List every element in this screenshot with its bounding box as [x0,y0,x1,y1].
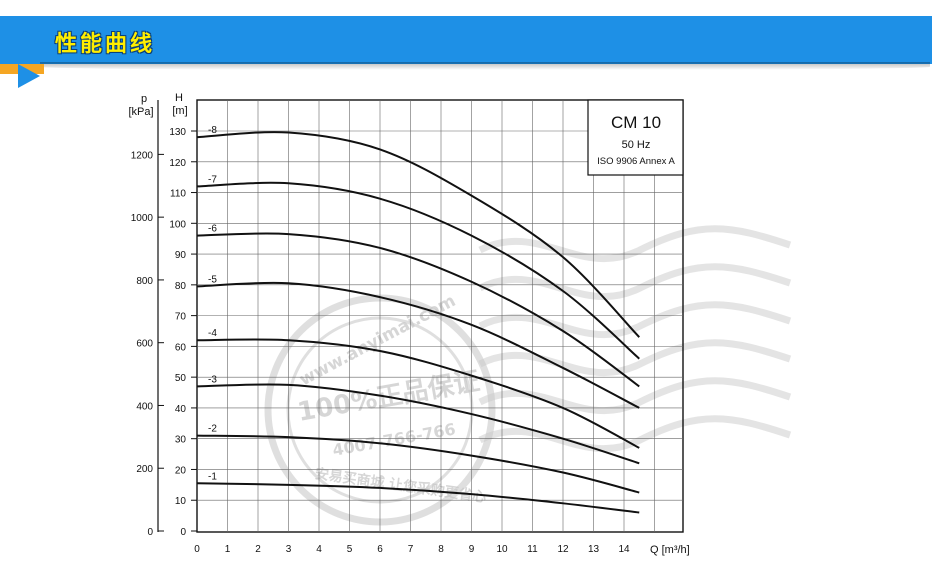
h-tick-label: 10 [175,496,187,507]
h-tick-label: 20 [175,465,187,476]
x-tick-label: 13 [588,544,600,555]
h-tick-label: 120 [169,158,186,169]
h-tick-label: 110 [170,189,186,200]
watermark-wave [478,339,792,377]
x-tick-label: 12 [557,544,569,555]
watermark-wave [478,225,792,263]
p-tick-label: 400 [136,401,153,412]
h-tick-label: 90 [175,250,187,261]
p-tick-label: 600 [136,339,153,350]
curve-stage-3 [196,383,640,465]
curve-label: -8 [208,125,217,136]
h-tick-label: 100 [169,219,186,230]
p-tick-label: 1000 [131,213,154,224]
page-title: 性能曲线 [55,32,156,57]
curve-stage-7 [196,181,640,360]
x-tick-label: 10 [496,544,508,555]
x-tick-label: 5 [347,544,353,555]
curve-stage-5 [196,281,640,409]
curve-label: -3 [208,374,217,385]
chart-curves: -1 -2 -3 -4 -5 -6 -7 -8 [196,125,640,514]
h-tick-label: 80 [175,281,187,292]
x-tick-label: 2 [255,544,261,555]
p-axis-unit: [kPa] [128,106,153,118]
watermark-wave [478,263,792,301]
legend-frequency: 50 Hz [622,139,651,151]
x-tick-label: 9 [469,544,475,555]
watermark-wave [478,301,792,339]
x-tick-label: 6 [377,544,383,555]
h-tick-label: 130 [169,127,186,138]
h-tick-label: 60 [175,342,187,353]
h-axis-unit: [m] [172,105,187,117]
p-tick-label: 1200 [131,150,154,161]
header-banner [0,16,932,64]
p-tick-label: 800 [136,276,153,287]
curve-stage-8 [196,131,640,338]
x-tick-label: 4 [316,544,322,555]
x-tick-label: 8 [438,544,444,555]
curve-label: -4 [208,328,217,339]
x-tick-label: 1 [225,544,231,555]
x-tick-label: 7 [408,544,414,555]
curve-label: -5 [208,274,217,285]
p-tick-label: 0 [147,527,153,538]
legend-model: CM 10 [611,113,661,132]
p-axis-symbol: p [141,93,147,105]
curve-label: -1 [208,471,217,482]
legend-frame [587,99,684,176]
x-tick-label: 0 [194,544,200,555]
x-tick-label: 3 [286,544,292,555]
watermark: www.anyimai.com100%正品保证4007-766-766安易买商城… [264,225,792,526]
curve-label: -2 [208,424,217,435]
banner-arrow-icon [18,64,40,88]
curve-stage-1 [196,482,640,514]
x-axis-label: Q [m³/h] [650,544,690,556]
x-tick-label: 14 [618,544,630,555]
h-tick-label: 50 [175,373,187,384]
h-tick-label: 70 [175,312,187,323]
chart-labels: 0 1 2 3 4 5 6 7 8 9 10 11 12 13 1401020304050607080901… [128,92,689,556]
chart-grid [157,99,684,533]
watermark-wave [478,415,792,453]
legend-standard: ISO 9906 Annex A [597,156,675,167]
curve-stage-6 [196,232,640,388]
h-axis-symbol: H [175,92,183,104]
curve-stage-2 [196,434,640,494]
curve-label: -7 [208,174,217,185]
p-tick-label: 200 [136,464,153,475]
curve-label: -6 [208,224,217,235]
chart-legend-box: CM 10 50 Hz ISO 9906 Annex A [587,99,684,176]
curve-stage-4 [196,338,640,449]
h-tick-label: 30 [175,435,187,446]
banner-shadow [40,62,930,70]
watermark-phone: 4007-766-766 [331,419,457,459]
x-tick-label: 11 [527,544,538,555]
h-tick-label: 0 [180,527,186,538]
h-tick-label: 40 [175,404,187,415]
